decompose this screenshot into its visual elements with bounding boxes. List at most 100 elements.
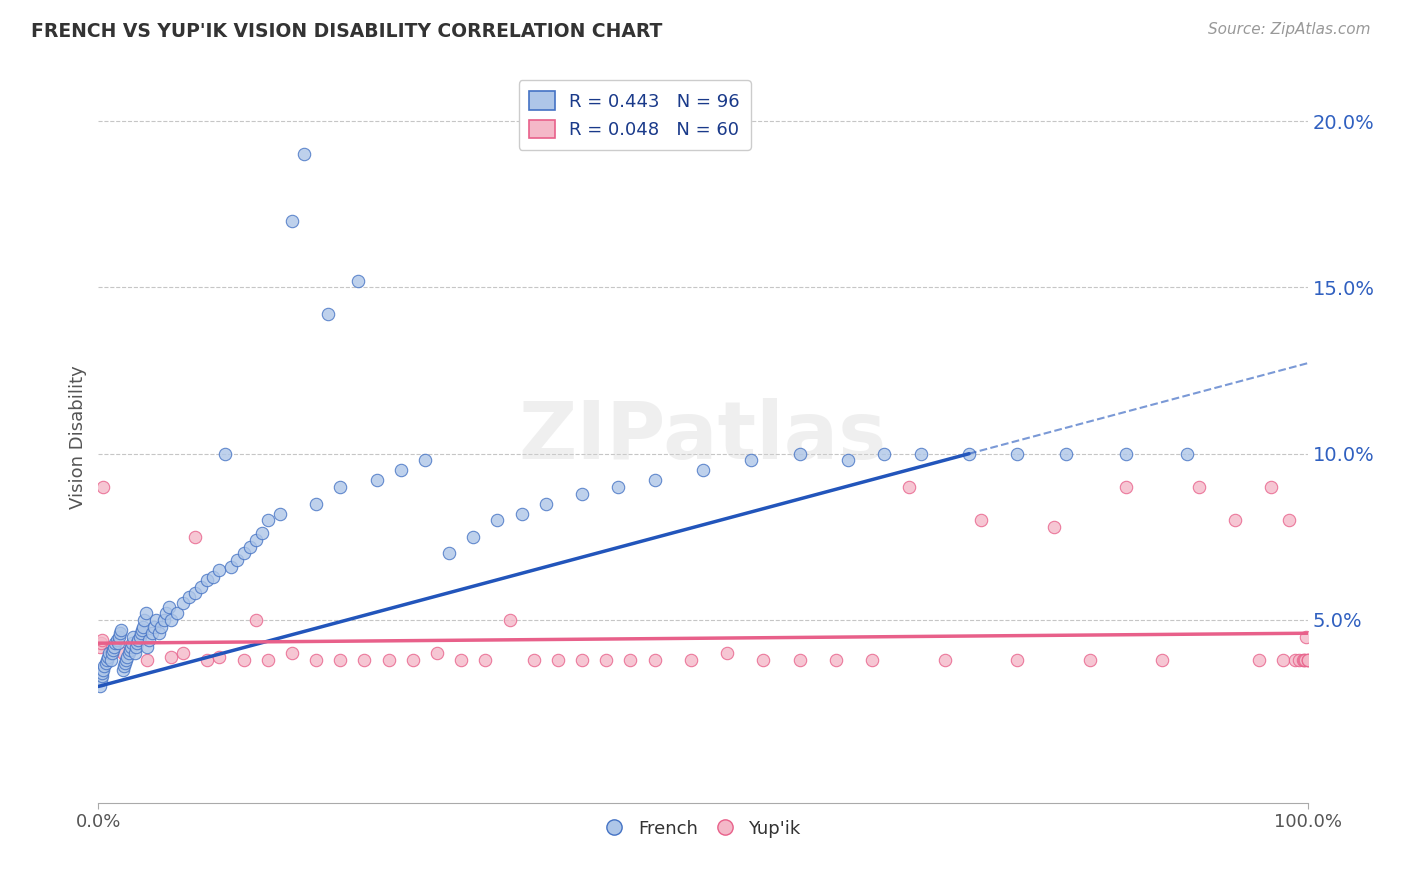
Point <box>108 626 131 640</box>
Point <box>1152 653 1174 667</box>
Point <box>179 590 201 604</box>
Point <box>122 630 145 644</box>
Point <box>825 653 848 667</box>
Point <box>138 632 160 647</box>
Point <box>155 607 177 621</box>
Text: Source: ZipAtlas.com: Source: ZipAtlas.com <box>1208 22 1371 37</box>
Point <box>90 673 112 687</box>
Point <box>132 619 155 633</box>
Point <box>190 580 212 594</box>
Point <box>184 530 207 544</box>
Point <box>160 613 183 627</box>
Point <box>118 646 141 660</box>
Point <box>523 653 546 667</box>
Point <box>474 653 496 667</box>
Point <box>292 147 315 161</box>
Point <box>329 653 352 667</box>
Point <box>413 453 436 467</box>
Point <box>245 613 267 627</box>
Point <box>619 653 641 667</box>
Point <box>281 214 304 228</box>
Point <box>232 653 254 667</box>
Point <box>103 640 125 654</box>
Point <box>486 513 509 527</box>
Point <box>96 653 118 667</box>
Point <box>128 630 150 644</box>
Point <box>1295 630 1317 644</box>
Point <box>172 646 194 660</box>
Point <box>135 607 157 621</box>
Point <box>1294 653 1316 667</box>
Point <box>89 680 111 694</box>
Point <box>1042 520 1064 534</box>
Point <box>910 447 932 461</box>
Point <box>607 480 630 494</box>
Point <box>97 649 120 664</box>
Point <box>93 659 115 673</box>
Point <box>1278 513 1301 527</box>
Point <box>148 626 170 640</box>
Point <box>281 646 304 660</box>
Point <box>1007 447 1029 461</box>
Point <box>269 507 291 521</box>
Point <box>100 653 122 667</box>
Point <box>110 623 132 637</box>
Point <box>127 636 149 650</box>
Point <box>226 553 249 567</box>
Point <box>208 563 231 577</box>
Point <box>157 599 180 614</box>
Y-axis label: Vision Disability: Vision Disability <box>69 365 87 509</box>
Point <box>316 307 339 321</box>
Point <box>679 653 702 667</box>
Point <box>571 486 593 500</box>
Point <box>1288 653 1310 667</box>
Point <box>789 447 811 461</box>
Point <box>101 643 124 657</box>
Text: FRENCH VS YUP'IK VISION DISABILITY CORRELATION CHART: FRENCH VS YUP'IK VISION DISABILITY CORRE… <box>31 22 662 41</box>
Point <box>118 643 141 657</box>
Point <box>1188 480 1211 494</box>
Point <box>1115 447 1137 461</box>
Point <box>1296 653 1319 667</box>
Point <box>89 640 111 654</box>
Point <box>121 636 143 650</box>
Point <box>150 619 173 633</box>
Point <box>437 546 460 560</box>
Point <box>120 640 142 654</box>
Point <box>873 447 896 461</box>
Point <box>595 653 617 667</box>
Point <box>115 653 138 667</box>
Point <box>108 630 131 644</box>
Point <box>91 669 114 683</box>
Point <box>195 653 218 667</box>
Point <box>860 653 883 667</box>
Point <box>402 653 425 667</box>
Point <box>305 497 328 511</box>
Point <box>100 646 122 660</box>
Point <box>195 573 218 587</box>
Point <box>166 607 188 621</box>
Point <box>214 447 236 461</box>
Point <box>107 636 129 650</box>
Point <box>141 626 163 640</box>
Point <box>250 526 273 541</box>
Point <box>131 623 153 637</box>
Point <box>184 586 207 600</box>
Point <box>202 570 225 584</box>
Point <box>104 636 127 650</box>
Point <box>377 653 399 667</box>
Point <box>716 646 738 660</box>
Point <box>127 632 149 647</box>
Point <box>1296 653 1319 667</box>
Point <box>221 559 243 574</box>
Point <box>897 480 920 494</box>
Point <box>1284 653 1306 667</box>
Point <box>1292 653 1315 667</box>
Point <box>1115 480 1137 494</box>
Point <box>534 497 557 511</box>
Text: ZIPatlas: ZIPatlas <box>519 398 887 476</box>
Point <box>389 463 412 477</box>
Point <box>329 480 352 494</box>
Point <box>117 649 139 664</box>
Point <box>100 646 122 660</box>
